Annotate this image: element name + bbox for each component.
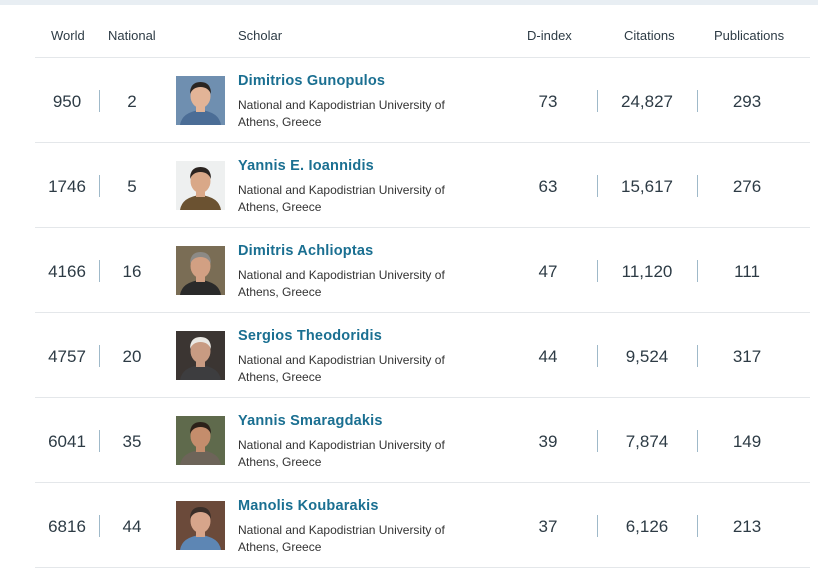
affiliation: National and Kapodistrian University of …	[238, 183, 445, 214]
divider	[697, 260, 698, 282]
scholar-name-link[interactable]: Yannis Smaragdakis	[238, 413, 383, 429]
publications-value: 317	[732, 347, 762, 366]
divider	[697, 175, 698, 197]
publications-value: 149	[732, 432, 762, 451]
table-row: 4166 16 Dimitris Achlioptas National and…	[35, 227, 810, 312]
d-index-value: 37	[538, 517, 558, 536]
avatar[interactable]	[176, 416, 225, 465]
national-rank: 35	[122, 432, 142, 451]
national-rank: 2	[127, 92, 137, 111]
header-d-index[interactable]: D-index	[527, 28, 572, 43]
citations-value: 9,524	[625, 347, 669, 366]
affiliation: National and Kapodistrian University of …	[238, 438, 445, 469]
world-rank: 6816	[48, 517, 86, 536]
table-row: 950 2 Dimitrios Gunopulos National and K…	[35, 57, 810, 142]
avatar[interactable]	[176, 161, 225, 210]
citations-value: 15,617	[621, 177, 673, 196]
divider	[697, 90, 698, 112]
divider	[597, 90, 598, 112]
scholar-name-link[interactable]: Dimitris Achlioptas	[238, 243, 374, 259]
divider	[597, 345, 598, 367]
citations-value: 7,874	[625, 432, 669, 451]
avatar[interactable]	[176, 246, 225, 295]
world-rank: 950	[52, 92, 82, 111]
divider	[99, 260, 100, 282]
national-rank: 5	[127, 177, 137, 196]
avatar[interactable]	[176, 76, 225, 125]
citations-value: 11,120	[621, 262, 673, 281]
d-index-value: 47	[538, 262, 558, 281]
affiliation: National and Kapodistrian University of …	[238, 523, 445, 554]
divider	[697, 345, 698, 367]
d-index-value: 63	[538, 177, 558, 196]
scholar-name-link[interactable]: Dimitrios Gunopulos	[238, 73, 386, 89]
world-rank: 4757	[48, 347, 86, 366]
divider	[597, 515, 598, 537]
affiliation: National and Kapodistrian University of …	[238, 353, 445, 384]
scholar-name-link[interactable]: Yannis E. Ioannidis	[238, 158, 374, 174]
header-citations[interactable]: Citations	[624, 28, 675, 43]
top-strip	[0, 0, 818, 5]
affiliation: National and Kapodistrian University of …	[238, 268, 445, 299]
divider	[697, 430, 698, 452]
avatar[interactable]	[176, 331, 225, 380]
world-rank: 6041	[48, 432, 86, 451]
scholar-name-link[interactable]: Sergios Theodoridis	[238, 328, 382, 344]
divider	[697, 515, 698, 537]
table-row: 6041 35 Yannis Smaragdakis National and …	[35, 397, 810, 482]
divider	[99, 515, 100, 537]
citations-value: 6,126	[625, 517, 669, 536]
table-row: 4757 20 Sergios Theodoridis National and…	[35, 312, 810, 397]
citations-value: 24,827	[621, 92, 673, 111]
header-scholar: Scholar	[238, 28, 283, 43]
d-index-value: 73	[538, 92, 558, 111]
affiliation: National and Kapodistrian University of …	[238, 98, 445, 129]
avatar[interactable]	[176, 501, 225, 550]
scholar-name-link[interactable]: Manolis Koubarakis	[238, 498, 379, 514]
divider	[597, 175, 598, 197]
publications-value: 293	[732, 92, 762, 111]
header-publications[interactable]: Publications	[714, 28, 785, 43]
d-index-value: 39	[538, 432, 558, 451]
divider	[99, 175, 100, 197]
world-rank: 1746	[48, 177, 86, 196]
scholar-list: 950 2 Dimitrios Gunopulos National and K…	[35, 57, 810, 568]
publications-value: 276	[732, 177, 762, 196]
header-world[interactable]: World	[51, 28, 85, 43]
national-rank: 16	[122, 262, 142, 281]
publications-value: 213	[732, 517, 762, 536]
table-header: World National Scholar D-index Citations…	[0, 28, 818, 46]
national-rank: 20	[122, 347, 142, 366]
divider	[597, 430, 598, 452]
publications-value: 111	[734, 262, 760, 281]
world-rank: 4166	[48, 262, 86, 281]
divider	[99, 345, 100, 367]
table-row: 1746 5 Yannis E. Ioannidis National and …	[35, 142, 810, 227]
d-index-value: 44	[538, 347, 558, 366]
table-row: 6816 44 Manolis Koubarakis National and …	[35, 482, 810, 568]
national-rank: 44	[122, 517, 142, 536]
divider	[99, 90, 100, 112]
header-national[interactable]: National	[108, 28, 156, 43]
divider	[99, 430, 100, 452]
divider	[597, 260, 598, 282]
